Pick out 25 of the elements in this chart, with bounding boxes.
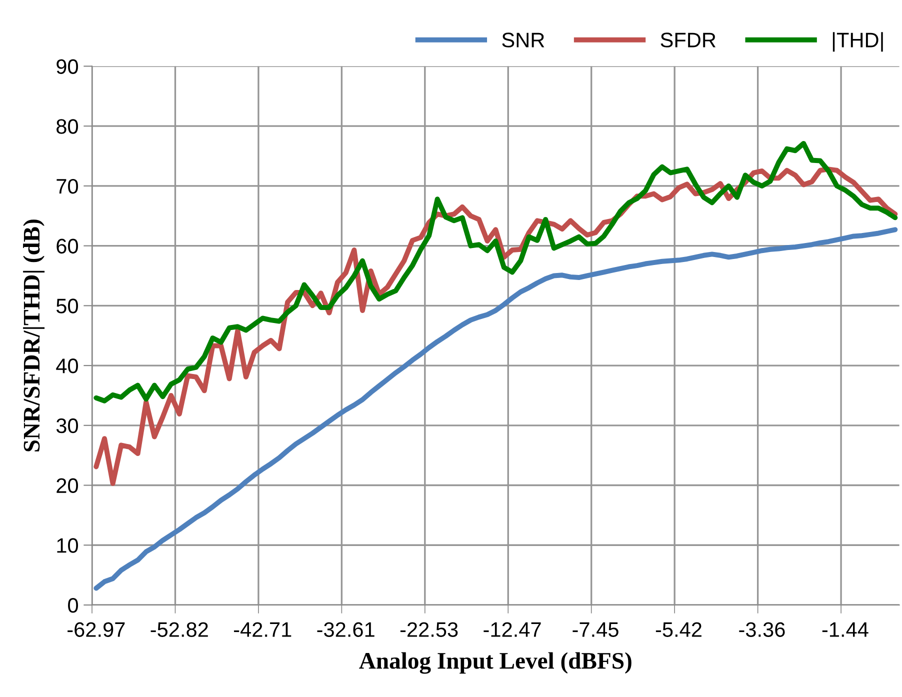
- legend-label: SFDR: [660, 32, 716, 48]
- y-tick-label: 70: [56, 178, 78, 194]
- x-tick-label: -12.47: [484, 622, 541, 637]
- x-axis-title: Analog Input Level (dBFS): [359, 652, 632, 674]
- y-tick-label: 80: [56, 119, 78, 134]
- y-tick-label: 90: [56, 59, 78, 74]
- x-tick-label: -62.97: [68, 622, 125, 637]
- x-tick-label: -42.71: [234, 622, 292, 637]
- x-tick-label: -22.53: [400, 622, 458, 637]
- x-tick-label: -7.45: [572, 622, 618, 637]
- x-tick-label: -52.82: [150, 622, 208, 637]
- y-tick-label: 10: [57, 538, 78, 553]
- y-tick-label: 30: [56, 418, 78, 434]
- legend-label: SNR: [502, 32, 544, 48]
- x-tick-label: -32.61: [317, 622, 374, 637]
- y-tick-label: 40: [56, 358, 78, 374]
- y-tick-label: 50: [56, 298, 78, 314]
- x-tick-label: -1.44: [822, 622, 868, 637]
- y-tick-label: 20: [56, 478, 78, 494]
- legend-label: |THD|: [832, 32, 883, 52]
- x-tick-label: -3.36: [739, 622, 785, 637]
- x-tick-label: -5.42: [656, 622, 702, 637]
- y-tick-label: 60: [56, 238, 78, 254]
- y-tick-label: 0: [68, 598, 78, 613]
- y-axis-title: SNR/SFDR/|THD| (dB): [23, 220, 45, 452]
